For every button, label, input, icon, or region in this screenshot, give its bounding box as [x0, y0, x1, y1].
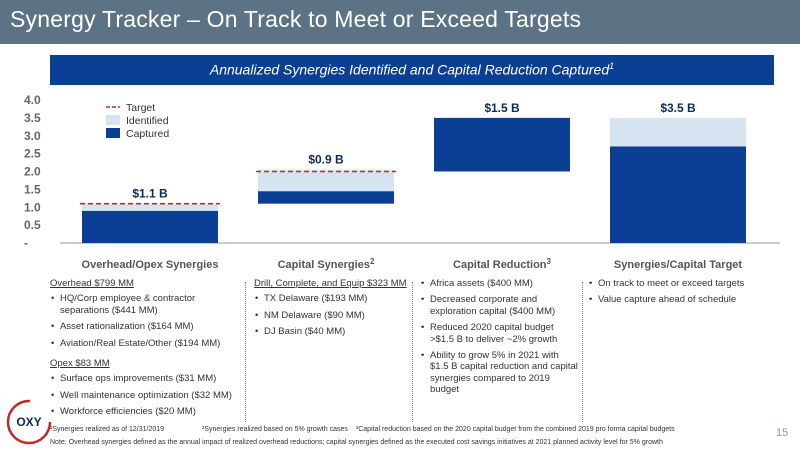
capital-reduction-details: Africa assets ($400 MM) Decreased corpora…: [420, 278, 578, 401]
opex-heading: Opex $83 MM: [50, 357, 110, 369]
captured-bar: [258, 191, 394, 204]
overhead-details: Overhead $799 MM HQ/Corp employee & cont…: [50, 278, 240, 423]
dce-heading: Drill, Complete, and Equip $323 MM: [254, 278, 407, 289]
synergy-bar-chart: 4.0 3.5 3.0 2.5 2.0 1.5 1.0 0.5 - $1.1 B $0.9 B $1.…: [24, 93, 780, 271]
y-tick-label: 0.5: [24, 218, 41, 232]
opex-item: Surface ops improvements ($31 MM): [50, 373, 240, 385]
divider-3: [582, 282, 583, 422]
y-tick-label: -: [24, 236, 28, 250]
footnote-note: Note: Overhead synergies defined as the …: [50, 439, 663, 446]
target-item: On track to meet or exceed targets: [588, 278, 778, 290]
capital-synergies-details: Drill, Complete, and Equip $323 MM TX De…: [254, 278, 414, 343]
opex-list: Surface ops improvements ($31 MM) Well ma…: [50, 373, 240, 418]
legend-captured-swatch: [106, 128, 120, 138]
y-tick-label: 2.0: [24, 165, 41, 179]
y-tick-label: 1.5: [24, 182, 41, 196]
capital-reduction-item: Reduced 2020 capital budget >$1.5 B to d…: [420, 322, 578, 345]
dce-item: DJ Basin ($40 MM): [254, 326, 414, 338]
target-details: On track to meet or exceed targets Value …: [588, 278, 778, 311]
footnote-1: ¹Synergies realized as of 12/31/2019: [50, 426, 165, 433]
category-label: Synergies/Capital Target: [614, 259, 743, 271]
captured-bar: [82, 210, 218, 243]
identified-bar: [258, 169, 394, 192]
y-tick-label: 4.0: [24, 93, 41, 107]
capital-reduction-item: Ability to grow 5% in 2021 with $1.5 B c…: [420, 350, 578, 396]
target-list: On track to meet or exceed targets Value …: [588, 278, 778, 306]
capital-reduction-item: Decreased corporate and exploration capi…: [420, 294, 578, 317]
bar-value-label: $1.1 B: [132, 187, 168, 201]
legend-identified-label: Identified: [126, 115, 169, 127]
banner-label: Annualized Synergies Identified and Capi…: [209, 61, 610, 78]
logo-text: OXY: [16, 415, 41, 429]
category-label: Overhead/Opex Synergies: [82, 259, 219, 271]
y-tick-label: 3.5: [24, 111, 41, 125]
legend-target-label: Target: [126, 102, 155, 114]
overhead-item: Asset rationalization ($164 MM): [50, 321, 240, 333]
y-tick-label: 3.0: [24, 129, 41, 143]
dce-item: NM Delaware ($90 MM): [254, 310, 414, 322]
category-label: Capital Reduction3: [453, 257, 552, 271]
page-number: 15: [776, 427, 789, 439]
capital-reduction-item: Africa assets ($400 MM): [420, 278, 578, 290]
category-label: Capital Synergies2: [278, 257, 375, 271]
capital-reduction-list: Africa assets ($400 MM) Decreased corpora…: [420, 278, 578, 396]
banner-text: Annualized Synergies Identified and Capi…: [50, 61, 774, 78]
footnote-2: ²Synergies realized based on 5% growth c…: [201, 426, 348, 433]
footnote-3: ³Capital reduction based on the 2020 cap…: [355, 426, 675, 433]
title-bar: Synergy Tracker – On Track to Meet or Ex…: [0, 0, 800, 44]
dce-list: TX Delaware ($193 MM) NM Delaware ($90 MM…: [254, 293, 414, 338]
y-tick-label: 1.0: [24, 200, 41, 214]
target-item: Value capture ahead of schedule: [588, 294, 778, 306]
overhead-item: HQ/Corp employee & contractor separation…: [50, 293, 240, 316]
identified-bar: [610, 117, 746, 147]
overhead-heading: Overhead $799 MM: [50, 278, 134, 289]
opex-item: Well maintenance optimization ($32 MM): [50, 390, 240, 402]
overhead-item: Aviation/Real Estate/Other ($194 MM): [50, 338, 240, 350]
legend-identified-swatch: [106, 115, 120, 125]
captured-bar: [610, 146, 746, 243]
footnotes-line: ¹Synergies realized as of 12/31/2019 ²Sy…: [50, 426, 675, 433]
bar-value-label: $0.9 B: [308, 153, 344, 167]
overhead-list: HQ/Corp employee & contractor separation…: [50, 293, 240, 349]
bar-value-label: $1.5 B: [484, 101, 520, 115]
legend-captured-label: Captured: [126, 128, 169, 140]
identified-bar: [82, 203, 218, 211]
y-tick-label: 2.5: [24, 147, 41, 161]
divider-2: [412, 282, 413, 422]
oxy-logo: OXY: [6, 399, 52, 445]
page-title: Synergy Tracker – On Track to Meet or Ex…: [10, 6, 582, 32]
divider-1: [245, 282, 246, 422]
dce-item: TX Delaware ($193 MM): [254, 293, 414, 305]
bar-value-label: $3.5 B: [660, 101, 696, 115]
captured-bar: [434, 117, 570, 172]
chart-banner: Annualized Synergies Identified and Capi…: [50, 55, 774, 85]
opex-item: Workforce efficiencies ($20 MM): [50, 406, 240, 418]
banner-sup: 1: [609, 61, 615, 71]
